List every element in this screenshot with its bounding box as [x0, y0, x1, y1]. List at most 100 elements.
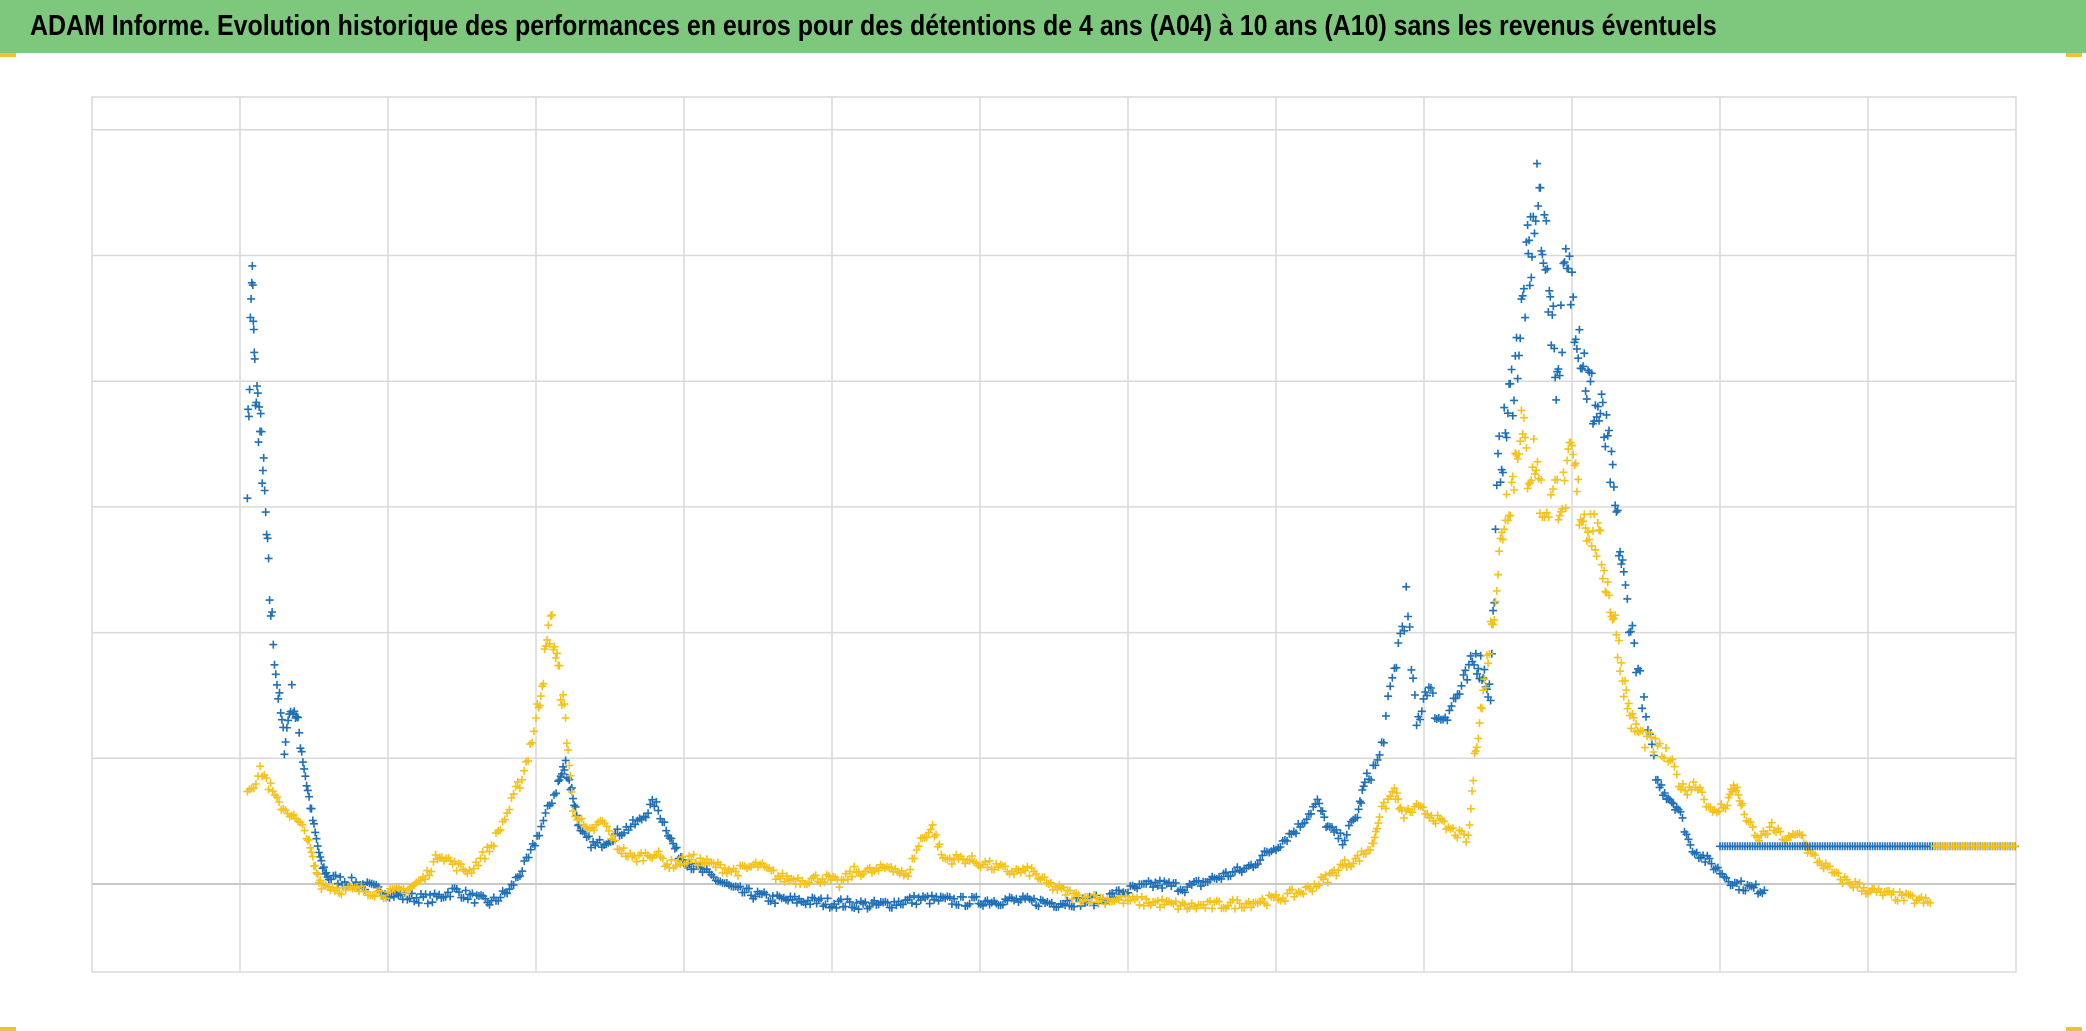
data-point: [1733, 783, 1742, 792]
data-point: [273, 793, 281, 802]
data-point: [319, 863, 328, 872]
data-point: [300, 764, 309, 773]
data-point: [1614, 551, 1623, 560]
data-point: [923, 892, 932, 901]
data-point: [1798, 831, 1807, 840]
data-point: [249, 325, 258, 334]
data-point: [1217, 874, 1226, 883]
data-point: [1359, 782, 1368, 791]
data-point: [823, 894, 832, 903]
data-point: [1299, 889, 1308, 898]
data-point: [794, 874, 802, 883]
corner-mark-bottom-left: [0, 1027, 16, 1031]
data-point: [1030, 894, 1038, 903]
data-point: [524, 756, 533, 765]
data-point: [1602, 410, 1611, 419]
data-point: [1596, 526, 1605, 535]
data-point: [897, 867, 906, 876]
data-point: [570, 801, 579, 810]
data-point: [1094, 898, 1103, 907]
data-point: [1083, 892, 1092, 901]
data-point: [268, 608, 277, 616]
data-point: [1155, 876, 1164, 885]
data-point: [1349, 859, 1358, 868]
data-point: [1244, 897, 1253, 906]
data-point: [1354, 805, 1363, 814]
data-point: [689, 850, 698, 859]
data-point: [1366, 846, 1375, 855]
data-point: [1471, 747, 1480, 756]
data-point: [1155, 903, 1164, 912]
data-point: [1194, 876, 1203, 885]
data-point: [298, 758, 307, 767]
data-point: [273, 680, 281, 689]
data-point: [1603, 578, 1612, 587]
data-point: [1494, 570, 1502, 579]
data-point: [751, 892, 760, 901]
data-point: [1374, 819, 1383, 828]
data-point: [1358, 786, 1367, 794]
data-point: [1537, 246, 1546, 255]
data-point: [312, 834, 321, 843]
data-point: [1489, 620, 1498, 629]
data-point: [1292, 829, 1300, 838]
data-point: [1559, 468, 1568, 477]
data-point: [536, 692, 545, 701]
data-point: [985, 856, 994, 865]
data-point: [947, 859, 956, 868]
data-point: [455, 888, 463, 897]
data-point: [1320, 813, 1329, 822]
data-point: [782, 872, 791, 881]
data-point: [972, 892, 981, 901]
data-point: [1596, 409, 1605, 418]
data-point: [1528, 252, 1536, 261]
data-point: [1555, 371, 1564, 380]
data-point: [1475, 719, 1484, 728]
data-point: [1394, 639, 1403, 647]
data-point: [959, 892, 967, 901]
data-point: [258, 479, 267, 488]
data-point: [1740, 810, 1749, 819]
data-point: [790, 892, 799, 901]
data-point: [1473, 743, 1481, 752]
data-point: [1549, 485, 1557, 494]
data-point: [1605, 426, 1613, 435]
data-point: [571, 802, 580, 811]
data-point: [1619, 692, 1628, 701]
data-point: [290, 707, 299, 716]
data-point: [1629, 713, 1638, 722]
data-point: [1705, 854, 1714, 863]
data-point: [1375, 750, 1384, 759]
data-point: [1355, 797, 1364, 806]
data-point: [1746, 817, 1755, 826]
data-point: [1256, 856, 1265, 865]
data-point: [1859, 883, 1868, 892]
data-point: [1815, 857, 1824, 865]
data-point: [1443, 716, 1452, 725]
data-point: [905, 893, 914, 902]
data-point: [1258, 851, 1267, 860]
data-point: [671, 861, 680, 870]
data-point: [1462, 837, 1471, 846]
data-point: [839, 876, 848, 885]
data-point: [907, 899, 916, 907]
data-point: [505, 805, 514, 814]
data-point: [1569, 450, 1578, 459]
data-point: [1608, 615, 1617, 624]
data-point: [1423, 691, 1431, 700]
data-point: [1386, 682, 1395, 691]
data-point: [1819, 864, 1828, 873]
data-point: [1566, 300, 1575, 309]
data-point: [483, 843, 492, 852]
data-point: [1340, 836, 1349, 845]
data-point: [716, 860, 725, 869]
data-point: [1587, 541, 1596, 550]
data-point: [318, 864, 327, 873]
data-point: [1373, 755, 1382, 764]
data-point: [423, 866, 432, 875]
data-point: [841, 902, 850, 911]
data-point: [317, 856, 326, 865]
data-point: [1834, 869, 1843, 878]
data-point: [470, 898, 479, 907]
data-point: [337, 890, 346, 899]
